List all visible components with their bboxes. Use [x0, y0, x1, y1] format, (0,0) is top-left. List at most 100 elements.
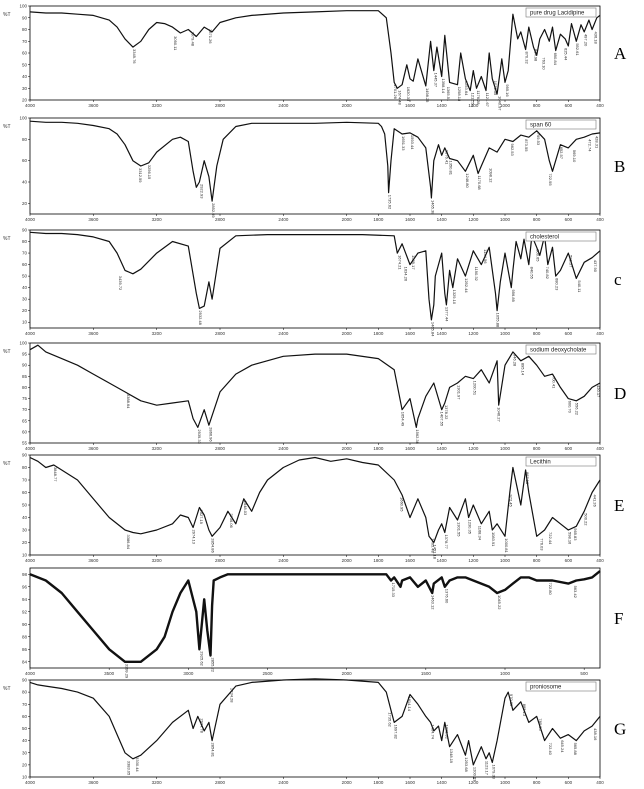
peak-label: 1350.81 [449, 160, 454, 175]
y-tick-label: 40 [22, 515, 28, 520]
x-tick-label: 1000 [500, 446, 511, 451]
spectrum-line [29, 231, 601, 321]
x-tick-label: 1500 [421, 671, 432, 676]
legend-box [525, 7, 597, 18]
y-axis-unit: %T [3, 686, 11, 692]
y-tick-label: 40 [22, 738, 28, 743]
peak-label: 722.44 [548, 532, 553, 545]
peak-label: 2925.62 [199, 651, 204, 666]
peak-label: 1176.28 [476, 90, 481, 105]
x-tick-label: 1200 [468, 331, 479, 336]
x-tick-label: 4000 [25, 103, 36, 108]
x-tick-label: 4000 [25, 217, 36, 222]
x-tick-label: 4000 [25, 558, 36, 563]
peak-label: 441.26 [593, 495, 598, 508]
peak-label: 472.74 [588, 139, 593, 152]
x-tick-label: 1800 [373, 331, 384, 336]
x-tick-label: 1600 [405, 103, 416, 108]
peak-label: 1348.19 [449, 749, 454, 764]
x-tick-label: 3600 [88, 558, 99, 563]
legend-box [525, 344, 597, 355]
peak-label: 1465.38 [430, 200, 435, 215]
x-tick-label: 3600 [88, 217, 99, 222]
y-tick-label: 10 [22, 320, 28, 325]
x-tick-label: 800 [533, 217, 541, 222]
y-tick-label: 90 [22, 15, 28, 20]
x-tick-label: 1600 [405, 558, 416, 563]
x-tick-label: 2000 [342, 103, 353, 108]
peak-label: 1083.91 [491, 532, 496, 547]
x-tick-label: 2800 [215, 780, 226, 785]
peak-label: 1378.77 [444, 534, 449, 549]
y-tick-label: 60 [22, 714, 28, 719]
x-tick-label: 800 [533, 331, 541, 336]
y-tick-label: 30 [22, 528, 28, 533]
x-tick-label: 1800 [373, 446, 384, 451]
y-axis-unit: %T [3, 349, 11, 355]
peak-label: 540.11 [577, 280, 582, 293]
peak-label: 690.84 [553, 53, 558, 66]
x-tick-label: 1400 [437, 446, 448, 451]
x-tick-label: 600 [565, 780, 573, 785]
legend-label: span 60 [530, 123, 552, 129]
peak-label: 2939.33 [197, 429, 202, 444]
y-tick-label: 60 [22, 490, 28, 495]
y-tick-label: 80 [22, 465, 28, 470]
peak-label: 556.22 [574, 403, 579, 416]
spectrum-panel-e: %T 10 20 30 40 50 60 70 80 90 4000 3600 3200 2800 2400… [3, 453, 624, 564]
peak-label: 2922.93 [200, 184, 205, 199]
spectrum-panel-f: 84 86 88 90 92 94 96 98 4000 3500 3000 2500 2000 1500… [22, 567, 623, 679]
x-tick-label: 1400 [437, 780, 448, 785]
x-tick-label: 1200 [468, 780, 479, 785]
peak-label: 1168.34 [477, 526, 482, 541]
y-tick-label: 88 [22, 634, 28, 639]
peak-label: 565.88 [573, 743, 578, 756]
peak-label: 3312.59 [138, 168, 143, 183]
y-tick-label: 90 [22, 678, 28, 683]
x-tick-label: 3200 [152, 558, 163, 563]
y-tick-label: 40 [22, 74, 28, 79]
y-tick-label: 100 [19, 116, 27, 121]
peak-label: 552.61 [575, 43, 580, 56]
x-tick-label: 3600 [88, 331, 99, 336]
legend-label: Lecithin [530, 460, 551, 466]
legend-label: cholesterol [530, 235, 559, 241]
x-tick-label: 1200 [468, 446, 479, 451]
peak-label: 1593.44 [410, 135, 415, 150]
x-tick-label: 3000 [183, 671, 194, 676]
peak-label: 569.10 [572, 150, 577, 163]
x-tick-label: 3600 [88, 446, 99, 451]
peak-label: 1463.12 [431, 595, 436, 610]
peak-label: 799.53 [536, 133, 541, 146]
peak-label: 776.03 [540, 538, 545, 551]
x-tick-label: 1000 [500, 103, 511, 108]
peak-label: 700.41 [551, 376, 556, 389]
y-tick-label: 98 [22, 572, 28, 577]
x-tick-label: 4000 [25, 780, 36, 785]
peak-label: 680.23 [555, 278, 560, 291]
x-tick-label: 1600 [405, 217, 416, 222]
peak-label: 420.17 [596, 385, 601, 398]
peak-label: 2734.28 [230, 688, 235, 703]
x-tick-label: 1200 [468, 103, 479, 108]
peak-label: 3388.64 [126, 394, 131, 409]
peak-label: 1674.48 [397, 90, 402, 105]
y-tick-label: 94 [22, 597, 28, 602]
peak-label: 1398.14 [441, 78, 446, 93]
peak-label: 873.55 [524, 139, 529, 152]
x-tick-label: 1400 [437, 331, 448, 336]
x-tick-label: 3600 [88, 103, 99, 108]
spectrum-line [29, 570, 601, 663]
plot-frame [29, 454, 601, 556]
peak-label: 1697.82 [394, 724, 399, 739]
y-axis-unit: %T [3, 236, 11, 242]
x-tick-label: 600 [565, 558, 573, 563]
x-tick-label: 600 [565, 446, 573, 451]
y-axis-unit: %T [3, 12, 11, 18]
x-tick-label: 1400 [437, 103, 448, 108]
x-tick-label: 1600 [405, 446, 416, 451]
peak-label: 946.28 [513, 354, 518, 367]
peak-label: 1735.62 [388, 195, 393, 210]
y-tick-label: 40 [22, 180, 28, 185]
peak-label: 2855.22 [210, 657, 215, 672]
